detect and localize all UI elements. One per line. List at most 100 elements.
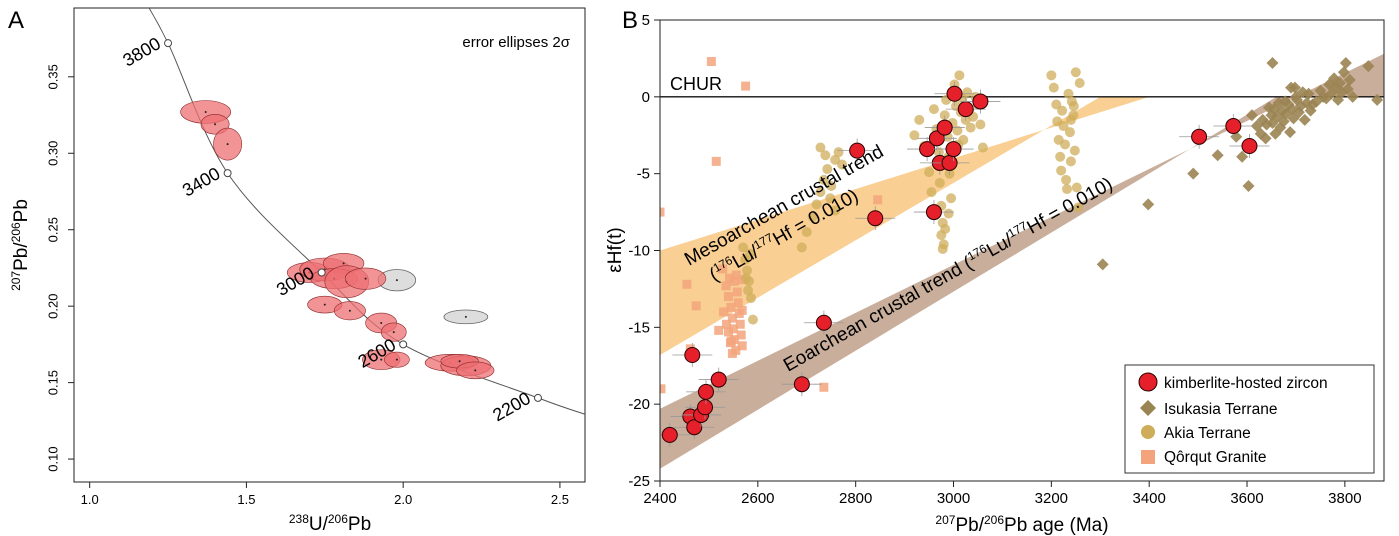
- x-tick-label: 2800: [839, 490, 872, 507]
- panel-a-x-label: 238U/206Pb: [289, 512, 371, 535]
- concordia-age-label: 3800: [119, 33, 164, 70]
- panel-a-x-ticks: 1.0 1.5 2.0 2.5: [81, 482, 569, 507]
- panel-b-x-ticks: 2400 2600 2800 3000 3200 3400 3600 3800: [643, 481, 1362, 507]
- akia-point: [1068, 101, 1079, 112]
- akia-point: [928, 104, 939, 115]
- akia-point: [975, 119, 986, 130]
- akia-point: [822, 164, 833, 175]
- akia-point: [914, 114, 925, 125]
- isukasia-point: [1245, 109, 1258, 122]
- qorqut-point: [737, 341, 747, 351]
- ellipse-center-dot: [348, 309, 351, 312]
- x-tick-label: 2600: [741, 490, 774, 507]
- qorqut-point: [660, 207, 665, 217]
- kimberlite-point: [661, 426, 678, 443]
- kimberlite-point: [710, 371, 727, 388]
- x-tick-label: 2400: [643, 490, 676, 507]
- akia-point: [909, 130, 920, 141]
- akia-point: [801, 227, 812, 238]
- akia-point: [933, 147, 944, 158]
- akia-terrane-series: [738, 67, 1085, 325]
- y-tick-label: -5: [637, 166, 650, 183]
- concordia-age-marker: [317, 268, 326, 277]
- akia-point: [946, 193, 957, 204]
- akia-point: [1055, 151, 1066, 162]
- y-tick-label: 0.15: [45, 370, 60, 395]
- kimberlite-point: [849, 142, 866, 159]
- qorqut-point: [726, 336, 736, 346]
- akia-point: [977, 142, 988, 153]
- qorqut-point: [718, 264, 728, 274]
- akia-point: [962, 87, 973, 98]
- qorqut-point: [729, 276, 739, 286]
- ellipse-center-dot: [226, 143, 229, 146]
- isukasia-point: [1339, 57, 1352, 70]
- isukasia-point: [1211, 149, 1224, 162]
- qorqut-point: [723, 327, 733, 337]
- y-tick-label: -25: [628, 473, 650, 490]
- akia-point: [1065, 156, 1076, 167]
- panel-a-frame: [73, 7, 586, 483]
- isukasia-point: [1242, 179, 1255, 192]
- isukasia-point: [1236, 150, 1249, 163]
- legend-label-akia: Akia Terrane: [1164, 425, 1251, 442]
- ellipse-center-dot: [474, 369, 477, 372]
- x-tick-label: 1.0: [81, 492, 99, 507]
- akia-point: [1074, 78, 1085, 89]
- legend: kimberlite-hosted zircon Isukasia Terran…: [1124, 364, 1375, 474]
- x-tick-label: 3200: [1035, 490, 1068, 507]
- akia-point: [939, 110, 950, 121]
- ellipse-center-dot: [395, 358, 398, 361]
- error-ellipses: [180, 100, 495, 380]
- qorqut-point: [819, 382, 829, 392]
- qorqut-point: [723, 292, 733, 302]
- ellipse-center-dot: [380, 358, 383, 361]
- isukasia-terrane-series: [1096, 57, 1384, 271]
- ellipse-center-dot: [204, 110, 207, 113]
- akia-point: [1056, 165, 1067, 176]
- ellipse-center-dot: [364, 277, 367, 280]
- legend-marker-isukasia: [1140, 400, 1156, 416]
- ellipse-center-dot: [458, 360, 461, 363]
- kimberlite-point: [684, 346, 701, 363]
- kimberlite-zircon-series: [660, 81, 1270, 447]
- concordia-age-marker: [399, 340, 408, 349]
- panel-b-x-label: 207Pb/206Pb age (Ma): [935, 513, 1108, 536]
- panel-a-y-label: 207Pb/206Pb: [9, 199, 32, 291]
- akia-point: [926, 187, 937, 198]
- akia-point: [1070, 67, 1081, 78]
- akia-point: [811, 199, 822, 210]
- akia-point: [940, 223, 951, 234]
- y-tick-label: -20: [628, 396, 650, 413]
- qorqut-point: [733, 298, 743, 308]
- kimberlite-point: [793, 376, 810, 393]
- akia-point: [820, 150, 831, 161]
- kimberlite-point: [1225, 118, 1242, 135]
- akia-point: [741, 273, 752, 284]
- legend-label-qorqut: Qôrqut Granite: [1164, 449, 1267, 466]
- akia-point: [745, 293, 756, 304]
- x-tick-label: 1.5: [237, 492, 255, 507]
- akia-point: [1071, 182, 1082, 193]
- akia-point: [747, 314, 758, 325]
- legend-marker-kimberlite: [1138, 372, 1158, 392]
- qorqut-point: [721, 281, 731, 291]
- qorqut-point: [731, 270, 741, 280]
- legend-marker-akia: [1141, 425, 1155, 439]
- qorqut-point: [727, 348, 737, 358]
- isukasia-point: [1266, 57, 1279, 70]
- legend-label-kimberlite: kimberlite-hosted zircon: [1164, 375, 1328, 392]
- concordia-age-label: 3400: [179, 163, 224, 200]
- isukasia-point: [1306, 98, 1319, 111]
- kimberlite-point: [867, 210, 884, 227]
- akia-point: [742, 265, 753, 276]
- qorqut-point: [737, 305, 747, 315]
- akia-point: [1057, 105, 1068, 116]
- isukasia-point: [1289, 90, 1302, 103]
- panel-b-y-label: εHf(t): [605, 227, 626, 272]
- isukasia-point: [1142, 198, 1155, 211]
- kimberlite-point: [945, 141, 962, 158]
- concordia-age-marker: [533, 393, 542, 402]
- isukasia-point: [1346, 90, 1359, 103]
